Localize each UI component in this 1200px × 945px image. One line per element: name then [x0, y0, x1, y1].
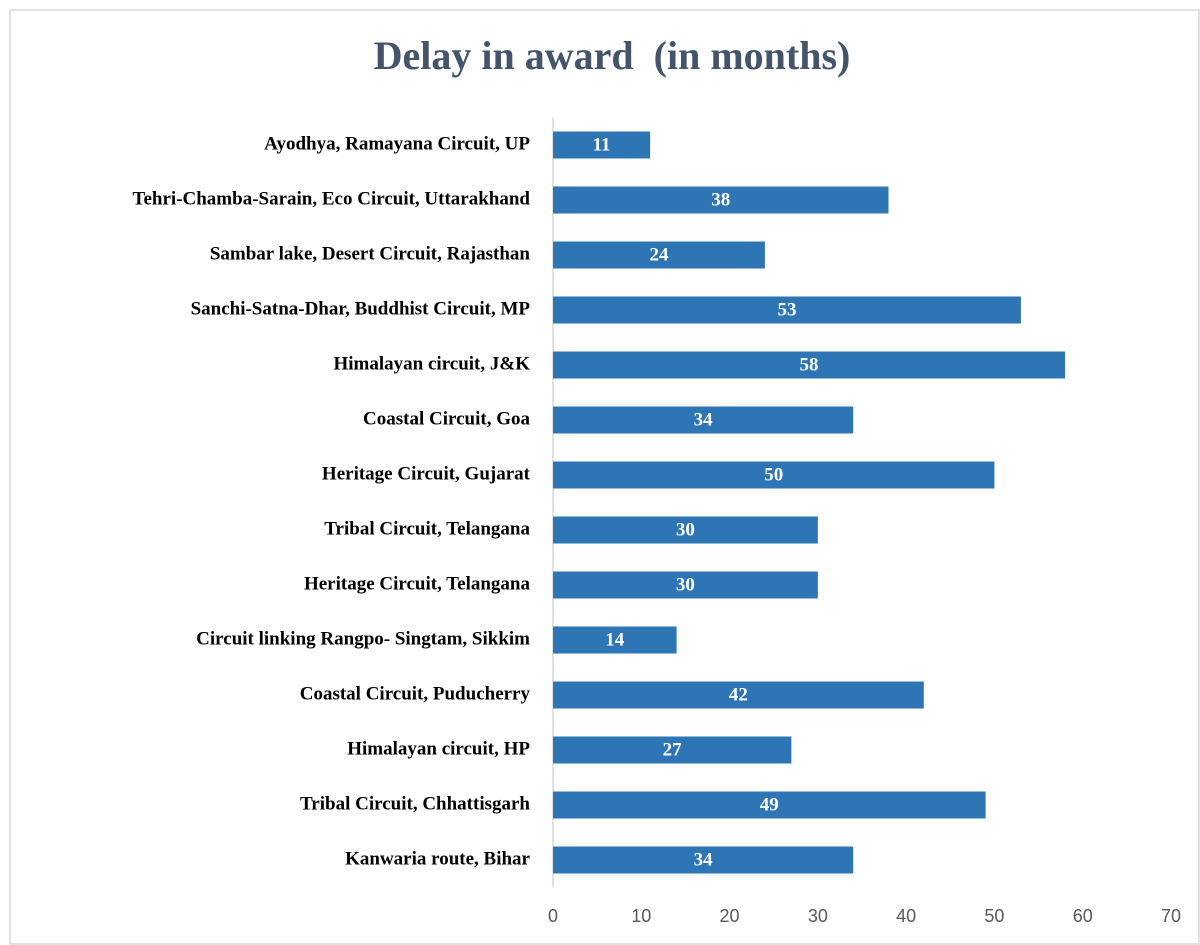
y-tick-label: Tribal Circuit, Telangana	[324, 518, 530, 539]
y-tick-label: Himalayan circuit, HP	[347, 738, 530, 759]
data-label: 38	[711, 189, 730, 210]
x-tick-label: 0	[548, 906, 558, 926]
y-tick-label: Coastal Circuit, Puducherry	[300, 683, 531, 704]
bar	[553, 626, 677, 654]
bar	[553, 846, 854, 874]
y-tick-label: Heritage Circuit, Telangana	[304, 573, 531, 594]
y-tick-label: Kanwaria route, Bihar	[345, 848, 530, 869]
data-label: 50	[764, 464, 783, 485]
data-label: 30	[676, 574, 695, 595]
bar	[553, 296, 1021, 324]
bar	[553, 131, 651, 159]
bar	[553, 571, 818, 599]
bar	[553, 351, 1066, 379]
x-tick-label: 70	[1161, 906, 1181, 926]
data-label: 58	[800, 354, 819, 375]
data-label: 34	[694, 409, 714, 430]
bar	[553, 516, 818, 544]
x-tick-label: 40	[896, 906, 916, 926]
data-label: 49	[760, 794, 779, 815]
y-tick-label: Sambar lake, Desert Circuit, Rajasthan	[210, 243, 531, 264]
bar	[553, 681, 924, 709]
y-tick-label: Sanchi-Satna-Dhar, Buddhist Circuit, MP	[191, 298, 531, 319]
bar	[553, 241, 765, 269]
x-tick-label: 10	[631, 906, 651, 926]
x-tick-label: 30	[808, 906, 828, 926]
data-label: 11	[593, 134, 611, 155]
bar	[553, 791, 986, 819]
data-label: 24	[649, 244, 669, 265]
x-tick-label: 60	[1073, 906, 1093, 926]
data-label: 30	[676, 519, 695, 540]
y-tick-label: Tribal Circuit, Chhattisgarh	[300, 793, 530, 814]
y-tick-label: Heritage Circuit, Gujarat	[322, 463, 531, 484]
y-tick-label: Ayodhya, Ramayana Circuit, UP	[264, 133, 530, 154]
data-label: 42	[729, 684, 748, 705]
data-label: 53	[777, 299, 796, 320]
y-tick-label: Tehri-Chamba-Sarain, Eco Circuit, Uttara…	[133, 188, 531, 209]
data-label: 34	[694, 849, 714, 870]
y-tick-label: Coastal Circuit, Goa	[363, 408, 530, 429]
y-tick-label: Himalayan circuit, J&K	[334, 353, 531, 374]
x-tick-label: 50	[984, 906, 1004, 926]
y-tick-label: Circuit linking Rangpo- Singtam, Sikkim	[196, 628, 530, 649]
bar	[553, 736, 792, 764]
data-label: 14	[605, 629, 625, 650]
bar	[553, 461, 995, 489]
chart-title: Delay in award (in months)	[374, 33, 851, 78]
data-label: 27	[663, 739, 683, 760]
bar	[553, 406, 854, 434]
bar	[553, 186, 889, 214]
x-tick-label: 20	[720, 906, 740, 926]
